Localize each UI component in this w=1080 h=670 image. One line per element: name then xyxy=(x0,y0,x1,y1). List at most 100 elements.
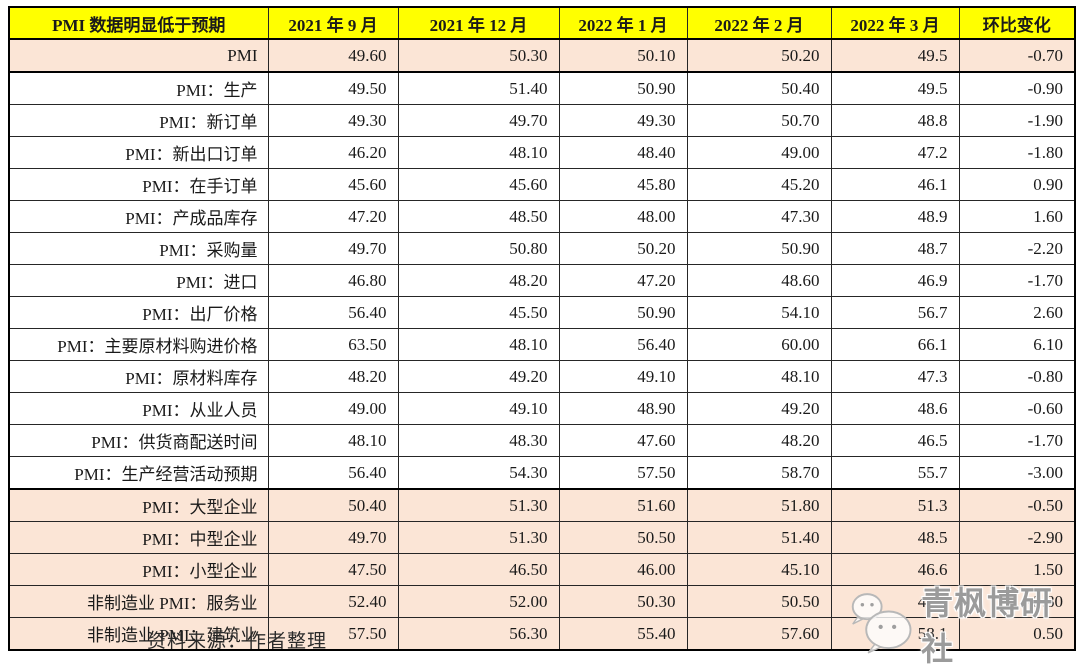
row-label: PMI：采购量 xyxy=(8,232,269,265)
table-cell: 46.7 xyxy=(830,585,960,618)
table-cell: 57.50 xyxy=(558,456,688,490)
table-cell: 49.70 xyxy=(267,232,399,265)
table-cell: -1.80 xyxy=(958,136,1076,169)
row-label: PMI：出厂价格 xyxy=(8,296,269,329)
table-cell: 48.10 xyxy=(397,328,560,361)
table-row: PMI：采购量 49.70 50.80 50.20 50.90 48.7 -2.20 xyxy=(8,232,1076,265)
row-label: PMI xyxy=(8,38,269,73)
table-cell: 46.5 xyxy=(830,424,960,457)
table-cell: 47.50 xyxy=(267,553,399,586)
table-cell: 47.30 xyxy=(686,200,832,233)
table-cell: 58.70 xyxy=(686,456,832,490)
table-title-header: PMI 数据明显低于预期 xyxy=(8,6,269,40)
table-cell: 55.7 xyxy=(830,456,960,490)
table-cell: 45.50 xyxy=(397,296,560,329)
table-cell: -3.00 xyxy=(958,456,1076,490)
table-cell: 54.30 xyxy=(397,456,560,490)
table-cell: 51.30 xyxy=(397,521,560,554)
table-row: PMI：供货商配送时间 48.10 48.30 47.60 48.20 46.5 -1.70 xyxy=(8,424,1076,457)
table-cell: 51.60 xyxy=(558,488,688,522)
table-cell: 47.20 xyxy=(267,200,399,233)
table-cell: 45.80 xyxy=(558,168,688,201)
row-label: PMI：新订单 xyxy=(8,104,269,137)
table-cell: 49.20 xyxy=(686,392,832,425)
table-cell: -0.50 xyxy=(958,488,1076,522)
table-cell: 48.10 xyxy=(267,424,399,457)
table-row: PMI 49.60 50.30 50.10 50.20 49.5 -0.70 xyxy=(8,38,1076,73)
table-cell: 48.5 xyxy=(830,521,960,554)
table-row: PMI：在手订单 45.60 45.60 45.80 45.20 46.1 0.90 xyxy=(8,168,1076,201)
table-cell: 50.90 xyxy=(558,71,688,105)
row-label: PMI：从业人员 xyxy=(8,392,269,425)
column-header: 2021 年 9 月 xyxy=(267,6,399,40)
table-cell: 50.40 xyxy=(267,488,399,522)
table-cell: 46.9 xyxy=(830,264,960,297)
table-cell: 66.1 xyxy=(830,328,960,361)
table-cell: 49.50 xyxy=(267,71,399,105)
table-row: PMI：生产 49.50 51.40 50.90 50.40 49.5 -0.90 xyxy=(8,71,1076,105)
table-cell: 48.00 xyxy=(558,200,688,233)
table-cell: 54.10 xyxy=(686,296,832,329)
table-cell: -0.90 xyxy=(958,71,1076,105)
table-row: PMI：小型企业 47.50 46.50 46.00 45.10 46.6 1.50 xyxy=(8,553,1076,586)
table-cell: 48.50 xyxy=(397,200,560,233)
pmi-data-table: PMI 数据明显低于预期 2021 年 9 月 2021 年 12 月 2022 年 … xyxy=(8,6,1076,651)
table-cell: 49.70 xyxy=(397,104,560,137)
row-label: PMI：原材料库存 xyxy=(8,360,269,393)
table-cell: 50.80 xyxy=(397,232,560,265)
table-cell: 48.8 xyxy=(830,104,960,137)
table-cell: 48.6 xyxy=(830,392,960,425)
table-cell: 50.20 xyxy=(558,232,688,265)
table-cell: 48.40 xyxy=(558,136,688,169)
table-cell: 48.10 xyxy=(686,360,832,393)
row-label: 非制造业 PMI：建筑业 xyxy=(8,617,269,651)
table-cell: 46.80 xyxy=(267,264,399,297)
table-cell: 46.20 xyxy=(267,136,399,169)
table-cell: 63.50 xyxy=(267,328,399,361)
table-cell: 45.20 xyxy=(686,168,832,201)
table-cell: 49.00 xyxy=(686,136,832,169)
table-cell: 49.10 xyxy=(397,392,560,425)
table-cell: 57.60 xyxy=(686,617,832,651)
table-cell: 49.30 xyxy=(267,104,399,137)
row-label: PMI：小型企业 xyxy=(8,553,269,586)
table-cell: -1.90 xyxy=(958,104,1076,137)
table-header-row: PMI 数据明显低于预期 2021 年 9 月 2021 年 12 月 2022 年 … xyxy=(8,6,1076,40)
table-cell: 1.50 xyxy=(958,553,1076,586)
table-row: PMI：主要原材料购进价格 63.50 48.10 56.40 60.00 66.1 6.1… xyxy=(8,328,1076,361)
table-row: PMI：产成品库存 47.20 48.50 48.00 47.30 48.9 1.60 xyxy=(8,200,1076,233)
table-cell: 58.1 xyxy=(830,617,960,651)
table-row: PMI：出厂价格 56.40 45.50 50.90 54.10 56.7 2.60 xyxy=(8,296,1076,329)
table-cell: 48.20 xyxy=(686,424,832,457)
table-cell: 50.20 xyxy=(686,38,832,73)
table-cell: 48.9 xyxy=(830,200,960,233)
table-cell: 55.40 xyxy=(558,617,688,651)
table-cell: 47.3 xyxy=(830,360,960,393)
table-cell: 0.50 xyxy=(958,617,1076,651)
table-cell: -1.70 xyxy=(958,264,1076,297)
row-label: PMI：大型企业 xyxy=(8,488,269,522)
table-row: PMI：生产经营活动预期 56.40 54.30 57.50 58.70 55.7 -3.0… xyxy=(8,456,1076,490)
table-cell: 50.30 xyxy=(397,38,560,73)
table-row: PMI：新出口订单 46.20 48.10 48.40 49.00 47.2 -1.80 xyxy=(8,136,1076,169)
row-label: PMI：主要原材料购进价格 xyxy=(8,328,269,361)
table-cell: 50.90 xyxy=(686,232,832,265)
table-cell: -0.60 xyxy=(958,392,1076,425)
table-row: PMI：进口 46.80 48.20 47.20 48.60 46.9 -1.70 xyxy=(8,264,1076,297)
table-cell: 49.60 xyxy=(267,38,399,73)
row-label: PMI：中型企业 xyxy=(8,521,269,554)
table-cell: 48.60 xyxy=(686,264,832,297)
column-header: 2022 年 3 月 xyxy=(830,6,960,40)
table-cell: -2.90 xyxy=(958,521,1076,554)
table-cell: 2.60 xyxy=(958,296,1076,329)
table-cell: 45.60 xyxy=(397,168,560,201)
table-cell: -0.70 xyxy=(958,38,1076,73)
table-cell: 48.7 xyxy=(830,232,960,265)
row-label: PMI：在手订单 xyxy=(8,168,269,201)
table-cell: -1.70 xyxy=(958,424,1076,457)
table-cell: 45.10 xyxy=(686,553,832,586)
table-cell: 50.30 xyxy=(558,585,688,618)
table-cell: 49.20 xyxy=(397,360,560,393)
table-cell: 52.40 xyxy=(267,585,399,618)
